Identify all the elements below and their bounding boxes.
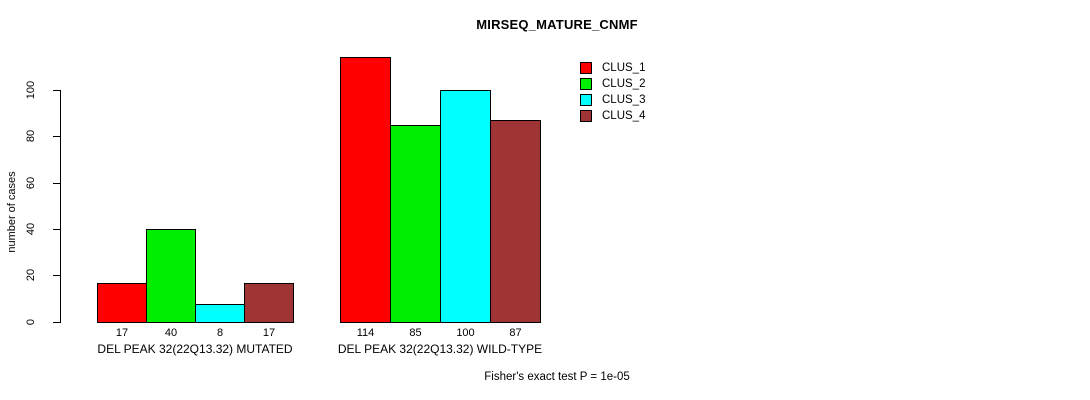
baseline-group2: [340, 322, 541, 323]
bar-group1-clus2[interactable]: [146, 229, 196, 323]
y-tick-100: [53, 90, 60, 91]
bar-group2-clus3[interactable]: [440, 90, 491, 323]
bar-value-label: 17: [115, 327, 129, 339]
footer-note-text: Fisher's exact test P = 1e-05: [484, 371, 630, 383]
legend-swatch-clus4: [580, 110, 592, 122]
bar-group1-clus1[interactable]: [97, 283, 147, 323]
bar-value-label: 85: [409, 327, 422, 339]
bar-group1-clus4[interactable]: [244, 283, 294, 323]
y-tick-0: [53, 322, 60, 323]
group-label-mutated: DEL PEAK 32(22Q13.32) MUTATED: [97, 342, 293, 356]
legend-swatch-clus3: [580, 94, 592, 106]
baseline-group1: [97, 322, 294, 323]
y-tick-20: [53, 275, 60, 276]
group-label-wildtype: DEL PEAK 32(22Q13.32) WILD-TYPE: [337, 342, 543, 356]
bar-group2-clus2[interactable]: [390, 125, 441, 323]
bar-value-label: 87: [509, 327, 522, 339]
legend-swatch-clus1: [580, 62, 592, 74]
bar-group1-clus3[interactable]: [195, 304, 245, 323]
y-axis-line: [60, 90, 61, 323]
chart-title: MIRSEQ_MATURE_CNMF: [0, 17, 1090, 32]
legend-label-clus4: CLUS_4: [602, 110, 646, 122]
bar-value-label: 17: [262, 327, 276, 339]
footer-note: Fisher's exact test P = 1e-05: [0, 371, 1090, 383]
legend-label-clus3: CLUS_3: [602, 94, 646, 106]
legend-label-clus2: CLUS_2: [602, 78, 646, 90]
legend-swatch-clus2: [580, 78, 592, 90]
bar-group2-clus1[interactable]: [340, 57, 391, 323]
chart-title-text: MIRSEQ_MATURE_CNMF: [476, 17, 638, 32]
legend-label-clus1: CLUS_1: [602, 62, 646, 74]
bar-value-label: 40: [164, 327, 178, 339]
y-tick-60: [53, 183, 60, 184]
bar-value-label: 114: [356, 327, 375, 339]
bar-value-label: 8: [216, 327, 224, 339]
y-tick-80: [53, 136, 60, 137]
bar-group2-clus4[interactable]: [490, 120, 541, 323]
y-tick-40: [53, 229, 60, 230]
bar-value-label: 100: [456, 327, 475, 339]
